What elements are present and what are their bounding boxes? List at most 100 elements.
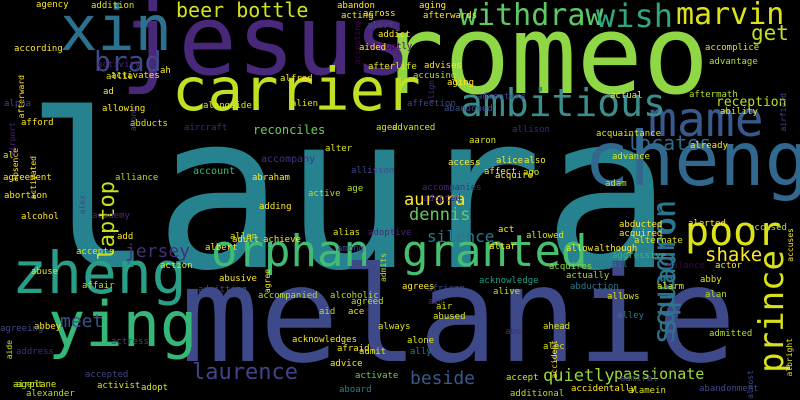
word-aided: aided <box>359 43 387 53</box>
word-agency: agency <box>36 0 69 10</box>
word-prince: prince <box>752 250 792 373</box>
word-actual: actual <box>610 91 643 101</box>
word-access: access <box>448 158 481 168</box>
word-ahead: ahead <box>543 322 571 332</box>
word-ally: ally <box>410 347 432 357</box>
word-align: align <box>427 80 436 105</box>
word-meet: meet <box>60 311 104 332</box>
word-brad: brad <box>94 45 162 78</box>
word-locates: locates <box>627 131 712 155</box>
word-abruptly: abruptly <box>369 42 413 52</box>
word-abducted: abducted <box>619 220 663 230</box>
word-affection: affection <box>407 99 456 109</box>
word-allen: allen <box>230 232 258 242</box>
word-abuse: abuse <box>31 267 59 277</box>
word-active: active <box>308 189 341 199</box>
word-alexander: alexander <box>26 389 75 399</box>
word-aim: aim <box>428 297 445 307</box>
word-aggressive: aggressive <box>612 251 667 261</box>
word-aid: aid <box>319 307 336 317</box>
word-allow: allow <box>566 244 594 254</box>
word-get: get <box>751 21 789 45</box>
word-aaron: aaron <box>469 136 497 146</box>
word-acknowledge: acknowledge <box>479 276 539 286</box>
word-account: account <box>193 166 236 177</box>
word-accusing: accusing <box>413 71 457 81</box>
word-balance: balance <box>667 261 705 271</box>
word-address: address <box>16 347 54 357</box>
word-activity: activity <box>97 60 141 70</box>
word-acting: acting <box>341 11 374 21</box>
word-accepts: accepts <box>76 247 114 257</box>
word-wish: wish <box>596 0 674 35</box>
word-zheng: zheng <box>12 239 187 307</box>
word-jersey: jersey <box>125 241 191 262</box>
word-allison: allison <box>512 125 550 135</box>
word-air: air <box>436 302 453 312</box>
word-accompanies: accompanies <box>422 183 482 193</box>
word-aging: aging <box>419 1 447 11</box>
word-accuses: accuses <box>786 228 795 262</box>
word-also: also <box>524 156 546 166</box>
word-alfred: alfred <box>280 74 313 84</box>
word-accompany: accompany <box>261 154 316 165</box>
word-alley: alley <box>617 311 645 321</box>
word-already: already <box>690 141 728 151</box>
word-always: always <box>378 322 411 332</box>
word-withdraw: withdraw <box>459 0 604 33</box>
word-agent: agent <box>16 380 44 390</box>
word-dennis: dennis <box>409 205 471 225</box>
word-african: african <box>427 284 465 294</box>
word-actually: actually <box>566 271 610 281</box>
word-romeo: romeo <box>378 0 710 119</box>
word-reception: reception <box>716 95 787 110</box>
word-additional: additional <box>510 389 565 399</box>
word-admits: admits <box>379 253 388 282</box>
word-alert: alert <box>367 21 395 31</box>
word-adopted: adopted <box>423 194 461 204</box>
word-addict: addict <box>378 30 411 40</box>
word-xin: xin <box>60 0 172 65</box>
word-abduction: abduction <box>570 282 619 292</box>
word-ying: ying <box>48 288 198 361</box>
word-abducts: abducts <box>130 119 168 129</box>
word-acknowledges: acknowledges <box>292 335 358 345</box>
word-beside: beside <box>410 368 476 389</box>
word-alive: alive <box>493 287 521 297</box>
word-aurora: aurora <box>404 190 466 210</box>
word-albright: albright <box>785 338 794 377</box>
word-abandonment: abandonment <box>699 384 759 394</box>
word-poor: poor <box>685 209 782 255</box>
word-altar: altar <box>489 242 517 252</box>
word-allisson: allisson <box>351 166 395 176</box>
word-among: among <box>337 244 365 254</box>
word-adopt: adopt <box>141 383 169 393</box>
word-although: although <box>594 244 638 254</box>
word-admitted: admitted <box>709 329 753 339</box>
word-alternate: alternate <box>634 236 683 246</box>
word-alcohol: alcohol <box>21 212 59 222</box>
word-abby: abby <box>700 275 722 285</box>
word-accompanied: accompanied <box>258 291 318 301</box>
word-alongside: alongside <box>203 101 252 111</box>
word-laurence: laurence <box>192 360 298 385</box>
word-allows: allows <box>607 292 640 302</box>
word-alliance: alliance <box>115 173 159 183</box>
word-advice: advice <box>330 359 363 369</box>
word-accomplice: accomplice <box>705 43 760 53</box>
word-agreed: agreed <box>351 297 384 307</box>
word-alarm: alarm <box>657 282 685 292</box>
word-actor: actor <box>715 261 743 271</box>
word-affair: affair <box>82 281 115 291</box>
word-aged: aged <box>376 123 398 133</box>
word-accept: accept <box>506 373 539 383</box>
word-alec: alec <box>543 342 565 352</box>
word-aging: aging <box>447 78 475 88</box>
word-ago: ago <box>523 168 540 178</box>
word-achieve: achieve <box>263 235 301 245</box>
word-alone: alone <box>407 336 435 346</box>
word-afterlife: afterlife <box>368 62 417 72</box>
word-abigail: abigail <box>590 260 628 270</box>
word-accused: accused <box>749 223 787 233</box>
word-cheng: cheng <box>584 115 800 203</box>
